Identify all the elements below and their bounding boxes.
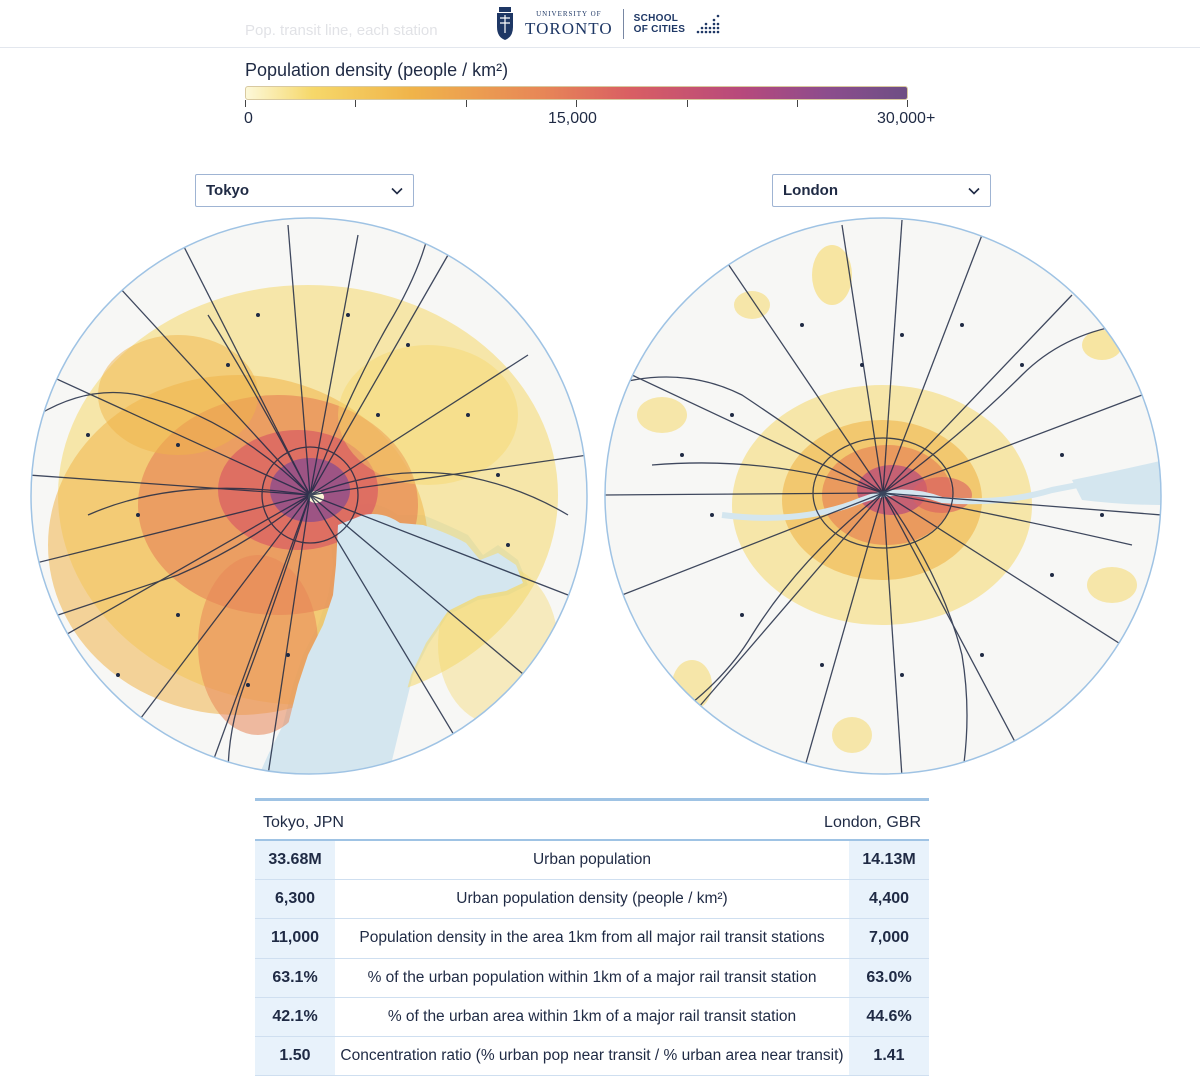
crest-icon bbox=[497, 7, 513, 40]
tokyo-stations bbox=[86, 313, 510, 687]
table-city-header: Tokyo, JPN London, GBR bbox=[255, 801, 929, 841]
tokyo-density-cells bbox=[48, 285, 558, 735]
right-value: 7,000 bbox=[849, 919, 929, 958]
legend-min-label: 0 bbox=[244, 110, 253, 127]
school-line-1: SCHOOL bbox=[633, 13, 679, 24]
left-value: 33.68M bbox=[255, 841, 335, 880]
table-top-rule bbox=[255, 798, 929, 801]
tokyo-rail-network bbox=[31, 224, 587, 774]
right-value: 63.0% bbox=[849, 958, 929, 997]
table-row: 1.50 Concentration ratio (% urban pop ne… bbox=[255, 1036, 929, 1077]
left-city-name: Tokyo, JPN bbox=[263, 814, 344, 831]
right-value: 4,400 bbox=[849, 880, 929, 919]
brand-logo[interactable]: UNIVERSITY OF TORONTO SCHOOL OF CITIES bbox=[495, 4, 723, 44]
table-row: 42.1% % of the urban area within 1km of … bbox=[255, 997, 929, 1037]
metric-label: Urban population bbox=[532, 851, 652, 869]
london-rail-network bbox=[605, 219, 1161, 774]
left-value: 11,000 bbox=[255, 919, 335, 958]
table-row: 11,000 Population density in the area 1k… bbox=[255, 919, 929, 959]
london-stations bbox=[680, 323, 1104, 677]
left-value: 1.50 bbox=[255, 1036, 335, 1076]
comparison-table: Tokyo, JPN London, GBR 33.68M Urban popu… bbox=[255, 798, 929, 1077]
metric-label: % of the urban population within 1km of … bbox=[367, 968, 817, 986]
table-row: 63.1% % of the urban population within 1… bbox=[255, 958, 929, 998]
metric-label: % of the urban area within 1km of a majo… bbox=[387, 1007, 797, 1025]
faded-caption: Pop. transit line, each station bbox=[245, 22, 438, 39]
metric-label: Population density in the area 1km from … bbox=[359, 929, 825, 947]
brand-divider bbox=[622, 9, 624, 39]
site-header: Pop. transit line, each station UNIVERSI… bbox=[0, 0, 1200, 48]
right-value: 44.6% bbox=[849, 997, 929, 1036]
metric-label: Concentration ratio (% urban pop near tr… bbox=[340, 1047, 844, 1065]
tokyo-density-map[interactable] bbox=[28, 215, 590, 777]
university-wordmark: UNIVERSITY OF TORONTO bbox=[525, 10, 613, 38]
right-city-select[interactable]: London bbox=[772, 174, 991, 207]
london-density-map[interactable] bbox=[602, 215, 1164, 777]
left-city-select-value: Tokyo bbox=[206, 182, 250, 199]
school-wordmark: SCHOOL OF CITIES bbox=[634, 13, 686, 35]
right-city-select-value: London bbox=[783, 182, 838, 199]
legend-ticks bbox=[245, 100, 908, 108]
chevron-down-icon bbox=[968, 187, 980, 195]
school-line-2: OF CITIES bbox=[633, 24, 686, 35]
density-color-scale bbox=[245, 86, 908, 100]
right-city-name: London, GBR bbox=[824, 814, 921, 831]
right-value: 14.13M bbox=[849, 841, 929, 880]
university-small-text: UNIVERSITY OF bbox=[536, 10, 602, 18]
legend-mid-label: 15,000 bbox=[548, 110, 597, 127]
table-row: 6,300 Urban population density (people /… bbox=[255, 880, 929, 920]
legend-title: Population density (people / km²) bbox=[245, 60, 509, 80]
left-value: 6,300 bbox=[255, 880, 335, 919]
legend-max-label: 30,000+ bbox=[877, 110, 936, 127]
university-name: TORONTO bbox=[525, 19, 613, 38]
metric-label: Urban population density (people / km²) bbox=[456, 890, 728, 908]
left-city-select[interactable]: Tokyo bbox=[195, 174, 414, 207]
london-density-cells bbox=[637, 245, 1137, 753]
left-value: 42.1% bbox=[255, 997, 335, 1036]
school-dots-icon bbox=[696, 14, 720, 34]
right-value: 1.41 bbox=[849, 1036, 929, 1076]
table-row: 33.68M Urban population 14.13M bbox=[255, 841, 929, 881]
chevron-down-icon bbox=[391, 187, 403, 195]
left-value: 63.1% bbox=[255, 958, 335, 997]
